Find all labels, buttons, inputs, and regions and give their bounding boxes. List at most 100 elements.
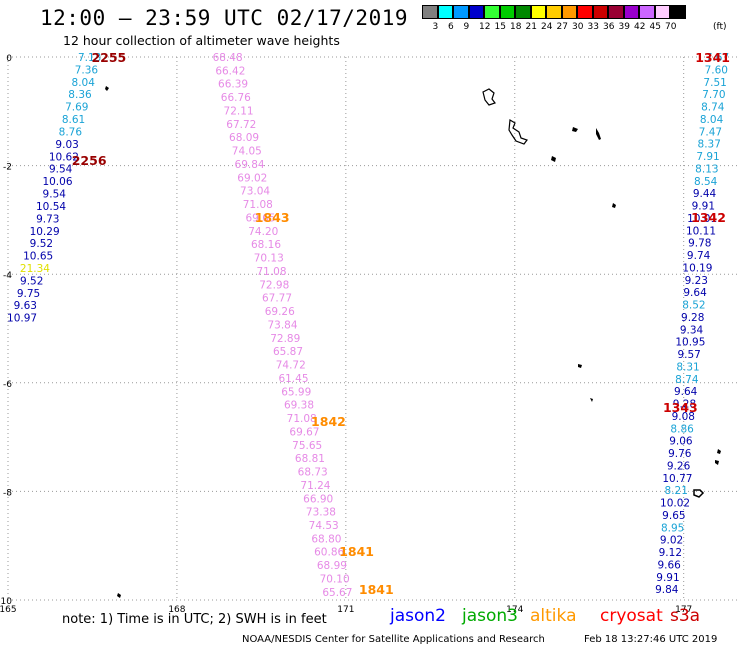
- wave-height-value: 8.61: [62, 114, 85, 126]
- wave-height-value: 68.81: [295, 453, 325, 465]
- legend-swatch: [515, 5, 531, 19]
- wave-height-value: 8.04: [700, 114, 724, 126]
- pass-time-label: 1842: [311, 414, 346, 429]
- wave-height-value: 7.36: [75, 64, 99, 76]
- legend-label: 36: [603, 22, 615, 32]
- altimeter-tracks: 7.137.368.048.367.698.618.769.0310.629.5…: [7, 52, 729, 599]
- wave-height-value: 73.38: [306, 507, 336, 519]
- wave-height-value: 71.08: [256, 266, 286, 278]
- lon-tick-label: 177: [675, 605, 692, 615]
- wave-height-value: 70.13: [254, 253, 284, 265]
- wave-height-value: 67.77: [262, 293, 292, 305]
- credit-text: NOAA/NESDIS Center for Satellite Applica…: [242, 634, 545, 645]
- wave-height-value: 7.13: [78, 52, 101, 64]
- island-outline: [572, 127, 578, 132]
- wave-height-value: 9.91: [656, 572, 679, 584]
- wave-height-value: 69.65: [246, 212, 276, 224]
- satellite-cryosat: cryosat: [600, 606, 663, 626]
- wave-height-value: 7.60: [705, 64, 728, 76]
- legend-label: 33: [587, 22, 599, 32]
- legend-label: 45: [649, 22, 661, 32]
- legend-label: 27: [556, 22, 568, 32]
- island-outline: [715, 460, 719, 465]
- wave-height-value: 9.34: [680, 324, 704, 336]
- wave-height-value: 7.70: [702, 89, 725, 101]
- legend-label: 3: [432, 22, 439, 32]
- legend-swatch: [422, 5, 438, 19]
- wave-height-value: 7.67: [706, 52, 729, 64]
- lon-tick-label: 168: [168, 605, 185, 615]
- wave-height-value: 73.84: [267, 319, 297, 331]
- wave-height-value: 75.65: [292, 440, 322, 452]
- wave-height-value: 9.91: [692, 201, 715, 213]
- wave-height-value: 9.28: [681, 312, 704, 324]
- wave-height-value: 7.47: [699, 126, 722, 138]
- wave-height-value: 74.72: [276, 360, 306, 372]
- legend-swatch: [468, 5, 484, 19]
- wave-height-value: 67.72: [226, 119, 256, 131]
- lon-tick-label: 165: [0, 605, 17, 615]
- legend-label: 24: [541, 22, 553, 32]
- satellite-altika: altika: [530, 606, 577, 626]
- lon-tick-label: 174: [506, 605, 523, 615]
- pass-time-label: 1342: [691, 210, 726, 225]
- wave-height-value: 10.06: [42, 176, 72, 188]
- wave-height-value: 71.24: [300, 480, 330, 492]
- legend-swatch: [546, 5, 562, 19]
- wave-height-value: 68.80: [311, 533, 341, 545]
- wave-height-value: 65.99: [281, 386, 311, 398]
- legend-swatch: [670, 5, 686, 19]
- wave-height-value: 65.67: [322, 587, 352, 599]
- wave-height-value: 10.01: [687, 213, 717, 225]
- wave-height-value: 70.10: [320, 573, 350, 585]
- wave-height-value: 74.20: [248, 226, 278, 238]
- wave-height-value: 9.03: [55, 139, 78, 151]
- wave-height-value: 74.53: [309, 520, 339, 532]
- wave-height-value: 8.54: [694, 176, 718, 188]
- wave-height-value: 9.75: [17, 288, 40, 300]
- lat-tick-label: -10: [0, 597, 12, 607]
- lat-tick-label: -4: [3, 271, 12, 281]
- wave-height-value: 72.11: [224, 105, 254, 117]
- wave-height-value: 73.04: [240, 186, 270, 198]
- wave-height-value: 9.06: [669, 436, 693, 448]
- legend-label: 42: [634, 22, 646, 32]
- generation-timestamp: Feb 18 13:27:46 UTC 2019: [584, 634, 718, 645]
- wave-height-value: 8.76: [59, 126, 83, 138]
- lat-tick-label: -6: [3, 380, 12, 390]
- legend-label: 70: [665, 22, 677, 32]
- wave-height-value: 8.21: [665, 485, 688, 497]
- legend-label: 18: [510, 22, 522, 32]
- wave-height-value: 7.69: [65, 102, 88, 114]
- wave-height-value: 10.19: [682, 262, 712, 274]
- legend-label: 30: [572, 22, 584, 32]
- legend-label: 12: [479, 22, 491, 32]
- legend-swatch: [608, 5, 624, 19]
- island-outline: [612, 203, 616, 208]
- legend-swatch: [623, 5, 639, 19]
- pass-time-label: 1841: [339, 544, 374, 559]
- wave-height-value: 8.52: [682, 300, 705, 312]
- wave-height-value: 10.11: [686, 225, 716, 237]
- wave-height-value: 72.98: [259, 279, 289, 291]
- wave-height-value: 66.76: [221, 92, 251, 104]
- legend-swatch: [499, 5, 515, 19]
- legend-swatch: [453, 5, 469, 19]
- wave-height-value: 68.48: [213, 52, 243, 64]
- satellite-s3a: s3a: [670, 606, 701, 626]
- wave-height-value: 9.73: [36, 213, 59, 225]
- wave-height-value: 8.04: [72, 77, 96, 89]
- wave-height-value: 71.08: [287, 413, 317, 425]
- wave-height-value: 7.91: [696, 151, 719, 163]
- legend-unit: (ft): [713, 22, 727, 32]
- island-outline: [693, 489, 705, 498]
- wave-height-value: 9.74: [687, 250, 711, 262]
- wave-height-value: 9.76: [668, 448, 692, 460]
- wave-height-value: 66.90: [303, 493, 333, 505]
- wave-height-value: 9.54: [43, 189, 67, 201]
- island-outline: [717, 449, 721, 454]
- wave-height-value: 69.84: [235, 159, 265, 171]
- satellite-jason3: jason3: [462, 606, 518, 626]
- wave-height-value: 74.05: [232, 146, 262, 158]
